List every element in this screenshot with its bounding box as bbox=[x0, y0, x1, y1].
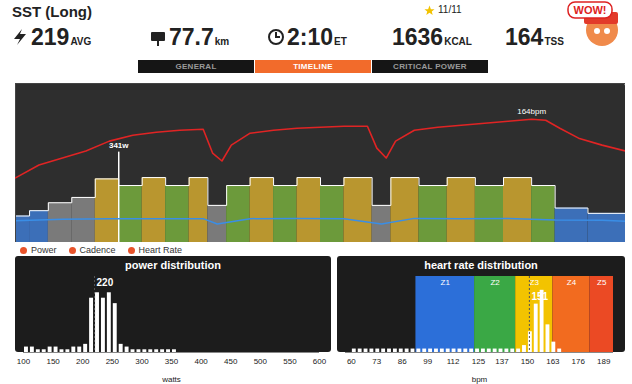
html-text:164: 164 bbox=[505, 24, 544, 50]
svg-text:164bpm: 164bpm bbox=[517, 107, 546, 116]
svg-text:137: 137 bbox=[495, 357, 509, 366]
html-text:ET: ET bbox=[334, 36, 347, 47]
html-text:Cadence: Cadence bbox=[79, 245, 116, 255]
svg-text:163: 163 bbox=[546, 357, 560, 366]
html-text:GENERAL: GENERAL bbox=[175, 62, 217, 71]
html-text:KCAL: KCAL bbox=[444, 36, 472, 47]
svg-text:400: 400 bbox=[194, 357, 208, 366]
svg-text:350: 350 bbox=[165, 357, 179, 366]
svg-text:125: 125 bbox=[472, 357, 486, 366]
svg-text:60: 60 bbox=[347, 357, 356, 366]
html-text:TSS: TSS bbox=[544, 36, 564, 47]
svg-text:151: 151 bbox=[531, 291, 548, 302]
svg-text:176: 176 bbox=[572, 357, 586, 366]
html-text:219: 219 bbox=[31, 24, 70, 50]
svg-text:86: 86 bbox=[398, 357, 407, 366]
svg-text:Z4: Z4 bbox=[567, 278, 577, 287]
html-text:km: km bbox=[214, 36, 230, 47]
svg-text:Z3: Z3 bbox=[530, 278, 540, 287]
svg-text:Z1: Z1 bbox=[441, 278, 451, 287]
svg-text:100: 100 bbox=[17, 357, 31, 366]
svg-text:150: 150 bbox=[46, 357, 60, 366]
html-text:power distribution: power distribution bbox=[125, 259, 221, 271]
html-text:2:10: 2:10 bbox=[287, 24, 333, 50]
svg-text:99: 99 bbox=[423, 357, 432, 366]
html-text:TIMELINE: TIMELINE bbox=[293, 62, 333, 71]
svg-text:600: 600 bbox=[313, 357, 327, 366]
html-text:heart rate distribution: heart rate distribution bbox=[424, 259, 538, 271]
html-text:AVG: AVG bbox=[70, 36, 92, 47]
html-text:SST (Long): SST (Long) bbox=[12, 3, 92, 20]
svg-text:bpm: bpm bbox=[472, 375, 488, 384]
html-text:Heart Rate: Heart Rate bbox=[138, 245, 183, 255]
svg-text:Z5: Z5 bbox=[597, 278, 607, 287]
html-text:CRITICAL POWER: CRITICAL POWER bbox=[393, 62, 467, 71]
html-text:Power: Power bbox=[31, 245, 57, 255]
svg-text:150: 150 bbox=[521, 357, 535, 366]
svg-text:450: 450 bbox=[224, 357, 238, 366]
svg-text:112: 112 bbox=[447, 357, 460, 366]
svg-text:200: 200 bbox=[76, 357, 90, 366]
svg-text:500: 500 bbox=[254, 357, 268, 366]
svg-text:341w: 341w bbox=[109, 141, 129, 150]
svg-text:550: 550 bbox=[283, 357, 297, 366]
html-text:11/11: 11/11 bbox=[438, 4, 462, 15]
svg-text:watts: watts bbox=[161, 375, 181, 384]
svg-text:189: 189 bbox=[597, 357, 611, 366]
svg-text:220: 220 bbox=[97, 277, 114, 288]
svg-text:WOW!: WOW! bbox=[574, 4, 607, 16]
html-text:1636: 1636 bbox=[392, 24, 444, 50]
html-text:77.7: 77.7 bbox=[169, 24, 214, 50]
svg-text:300: 300 bbox=[135, 357, 149, 366]
svg-text:73: 73 bbox=[372, 357, 381, 366]
svg-text:Z2: Z2 bbox=[490, 278, 500, 287]
svg-text:250: 250 bbox=[106, 357, 120, 366]
